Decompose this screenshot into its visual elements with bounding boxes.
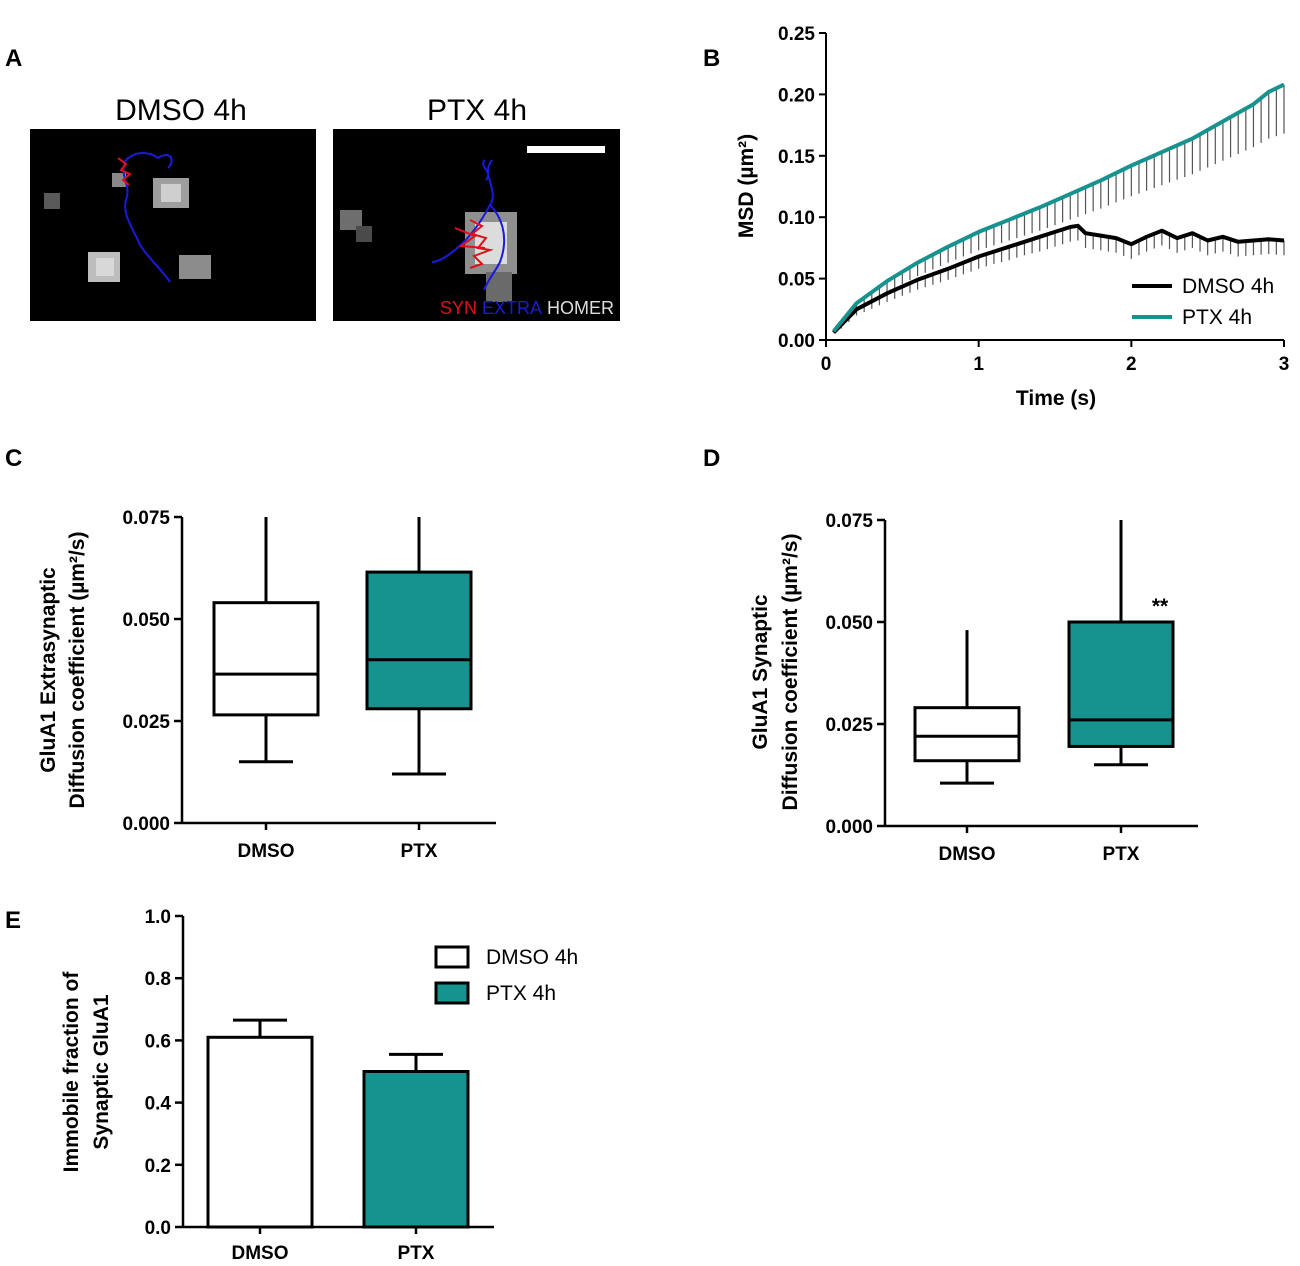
immobile-fraction-bar-chart: 0.0 0.2 0.4 0.6 0.8 1.0 DMSO PTX Immobile fract… xyxy=(60,907,578,1264)
homer-puncta xyxy=(340,210,362,230)
y-axis-label: MSD (µm²) xyxy=(735,134,758,238)
extrasynaptic-trajectory xyxy=(483,204,506,291)
dmso-bar xyxy=(206,1035,314,1229)
channel-extra: EXTRA xyxy=(482,298,542,318)
channel-legend: SYN EXTRA HOMER xyxy=(440,298,614,318)
extrasynaptic-trajectory xyxy=(431,159,494,263)
ptx-bar xyxy=(362,1070,470,1229)
dmso-box xyxy=(913,706,1021,763)
y-tick-label: 0.050 xyxy=(122,610,170,631)
y-tick-label: 0.000 xyxy=(825,817,873,838)
y-tick-label: 0.25 xyxy=(778,24,815,45)
y-tick-label: 0.05 xyxy=(778,270,815,291)
y-tick-label: 0.000 xyxy=(122,814,170,835)
y-axis-label-line1: GluA1 Extrasynaptic xyxy=(37,567,60,773)
legend: DMSO 4h PTX 4h xyxy=(434,945,578,1005)
image-title-ptx: PTX 4h xyxy=(427,94,527,127)
x-tick-label: DMSO xyxy=(939,844,996,865)
synaptic-trajectory xyxy=(117,157,132,186)
y-tick-label: 0.050 xyxy=(825,613,873,634)
y-tick-label: 0.10 xyxy=(778,208,815,229)
y-tick-label: 0.20 xyxy=(778,85,815,106)
boxplot-boxes xyxy=(913,520,1175,785)
y-tick-label: 0.15 xyxy=(778,147,815,168)
x-tick-label: 2 xyxy=(1126,354,1137,375)
legend-label-ptx: PTX 4h xyxy=(1182,306,1252,329)
panel-label-d: D xyxy=(703,445,720,472)
legend-label-dmso: DMSO 4h xyxy=(1182,275,1274,298)
ptx-mean-line xyxy=(832,82,1285,333)
boxplot-axes: 0.000 0.025 0.050 0.075 DMSO PTX xyxy=(122,508,496,862)
synaptic-boxplot: 0.000 0.025 0.050 0.075 DMSO PTX ** GluA1 Syn… xyxy=(749,511,1198,865)
extrasynaptic-trajectory xyxy=(125,152,173,169)
synaptic-trajectory xyxy=(454,227,486,249)
x-axis-label: Time (s) xyxy=(1016,387,1096,410)
legend-swatch-ptx xyxy=(434,981,470,1005)
image-dmso-background xyxy=(30,129,316,321)
y-tick-label: 0.075 xyxy=(122,508,170,529)
homer-puncta xyxy=(161,184,181,202)
ptx-box xyxy=(1067,620,1175,748)
boxplot-boxes xyxy=(212,517,473,776)
scale-bar xyxy=(527,146,605,153)
homer-puncta xyxy=(179,255,211,279)
y-tick-label: 1.0 xyxy=(145,907,171,928)
panel-label-b: B xyxy=(703,45,720,72)
y-axis-label-line1: Immobile fraction of xyxy=(60,971,83,1173)
extrasynaptic-trajectory xyxy=(482,159,490,181)
panel-label-e: E xyxy=(5,907,21,934)
x-tick-label: PTX xyxy=(398,1243,435,1264)
msd-axes: 0.00 0.05 0.10 0.15 0.20 0.25 0 1 2 3 xyxy=(778,24,1289,375)
panel-label-a: A xyxy=(5,45,22,72)
homer-puncta xyxy=(96,258,114,276)
image-ptx: SYN EXTRA HOMER xyxy=(333,129,620,321)
homer-puncta xyxy=(356,226,372,242)
y-axis-label-line2: Synaptic GluA1 xyxy=(90,994,113,1150)
significance-annotation: ** xyxy=(1152,595,1169,618)
bars xyxy=(206,1018,470,1229)
y-axis-label-line2: Diffusion coefficient (µm²/s) xyxy=(66,532,89,809)
panel-a: DMSO 4h PTX 4h xyxy=(30,94,620,321)
msd-chart: 0.00 0.05 0.10 0.15 0.20 0.25 0 1 2 3 Time (s) MS… xyxy=(735,24,1289,410)
y-tick-label: 0.075 xyxy=(825,511,873,532)
legend-swatch-dmso xyxy=(434,945,470,969)
x-tick-label: 1 xyxy=(973,354,984,375)
msd-lines xyxy=(832,82,1285,335)
y-axis-label-line2: Diffusion coefficient (µm²/s) xyxy=(779,534,802,811)
legend: DMSO 4h PTX 4h xyxy=(1132,275,1274,329)
legend-label-ptx: PTX 4h xyxy=(486,982,556,1005)
x-tick-label: PTX xyxy=(401,841,438,862)
homer-puncta xyxy=(44,193,60,209)
boxplot-axes: 0.000 0.025 0.050 0.075 DMSO PTX xyxy=(825,511,1198,865)
y-tick-label: 0.2 xyxy=(145,1156,171,1177)
image-title-dmso: DMSO 4h xyxy=(115,94,247,127)
y-tick-label: 0.6 xyxy=(145,1031,171,1052)
x-tick-label: DMSO xyxy=(238,841,295,862)
y-axis-label-line1: GluA1 Synaptic xyxy=(749,594,772,750)
x-tick-label: PTX xyxy=(1103,844,1140,865)
y-tick-label: 0.025 xyxy=(122,712,170,733)
channel-syn: SYN xyxy=(440,298,477,318)
ptx-box xyxy=(365,570,473,711)
channel-homer: HOMER xyxy=(547,298,614,318)
extrasynaptic-trajectory xyxy=(122,159,171,283)
x-tick-label: DMSO xyxy=(232,1243,289,1264)
dmso-mean-line xyxy=(832,223,1285,335)
y-tick-label: 0.00 xyxy=(778,331,815,352)
x-tick-label: 3 xyxy=(1279,354,1290,375)
x-tick-label: 0 xyxy=(821,354,832,375)
panel-label-c: C xyxy=(5,445,22,472)
y-tick-label: 0.4 xyxy=(145,1094,172,1115)
legend-label-dmso: DMSO 4h xyxy=(486,946,578,969)
dmso-box xyxy=(212,601,320,717)
extrasynaptic-boxplot: 0.000 0.025 0.050 0.075 DMSO PTX GluA1 Extras… xyxy=(37,508,496,862)
image-dmso xyxy=(30,129,316,321)
homer-puncta xyxy=(112,173,126,187)
msd-error-bars xyxy=(840,84,1285,329)
y-tick-label: 0.0 xyxy=(145,1218,171,1239)
y-tick-label: 0.8 xyxy=(145,969,171,990)
y-tick-label: 0.025 xyxy=(825,715,873,736)
